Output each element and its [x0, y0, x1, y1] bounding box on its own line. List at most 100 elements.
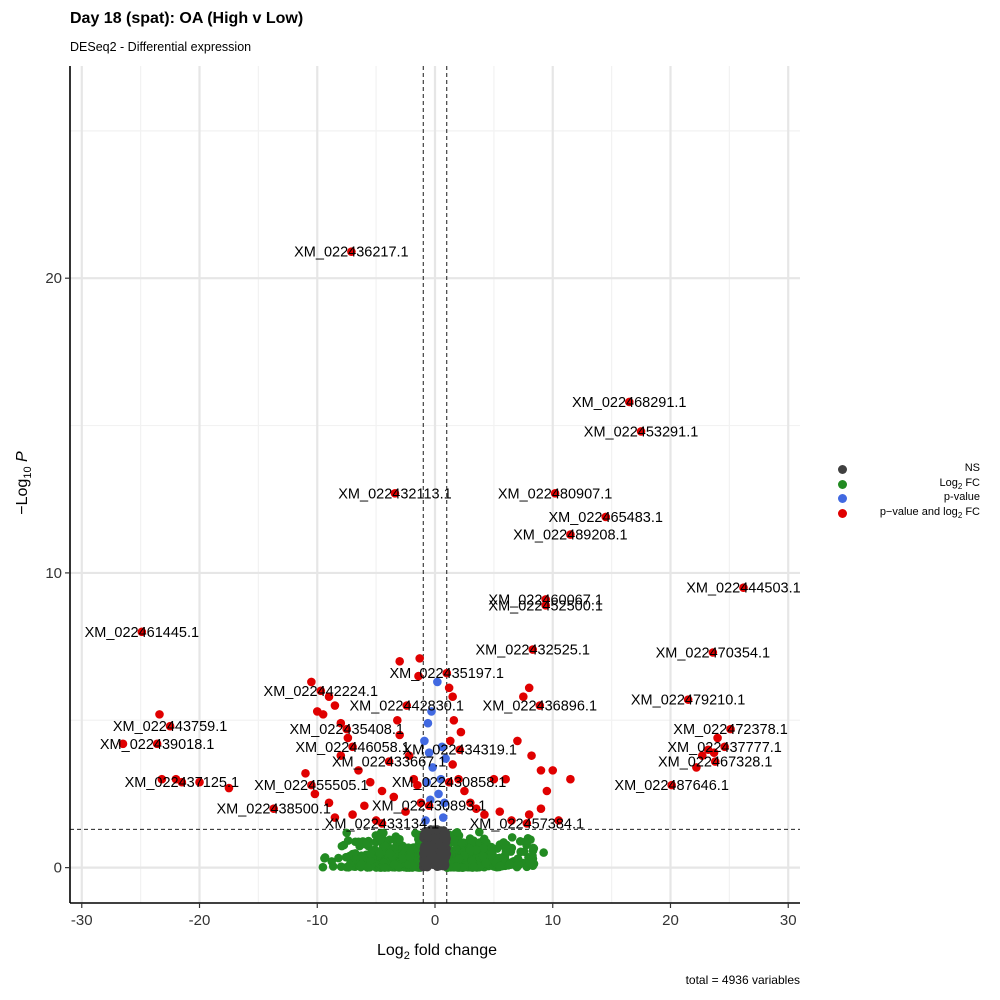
- point-log2fc: [471, 845, 481, 855]
- point-label: XM_022432113.1: [338, 486, 451, 502]
- point-log2fc: [337, 841, 347, 851]
- point-significant-labeled: [316, 686, 326, 696]
- point-significant: [415, 654, 424, 663]
- x-tick-label: 10: [544, 912, 561, 929]
- point-significant: [456, 727, 466, 737]
- point-log2fc: [507, 833, 517, 842]
- point-significant-labeled: [424, 801, 434, 811]
- x-tick-label: -30: [71, 912, 93, 929]
- point-label: XM_022436217.1: [294, 245, 409, 261]
- point-log2fc: [449, 835, 459, 844]
- point-label: XM_022472378.1: [673, 722, 788, 738]
- point-significant-labeled: [165, 721, 175, 731]
- point-pvalue: [423, 718, 433, 728]
- point-label: XM_022453291.1: [584, 424, 699, 440]
- point-significant-labeled: [720, 742, 729, 752]
- point-significant: [343, 733, 353, 743]
- point-log2fc: [395, 834, 404, 844]
- point-significant: [404, 751, 414, 760]
- point-significant: [536, 766, 546, 775]
- point-significant: [360, 801, 369, 811]
- point-log2fc: [525, 858, 535, 868]
- legend-label: p-value: [943, 491, 980, 503]
- point-significant-labeled: [739, 583, 748, 592]
- point-ns: [436, 842, 446, 851]
- point-label: XM_022434319.1: [402, 743, 517, 759]
- point-label: XM_022468291.1: [572, 395, 687, 411]
- point-significant: [301, 769, 310, 778]
- point-significant: [324, 692, 334, 701]
- point-log2fc: [334, 853, 343, 863]
- point-log2fc: [487, 849, 497, 859]
- point-significant: [446, 736, 455, 746]
- point-significant-labeled: [347, 247, 356, 256]
- x-tick-label: 30: [780, 912, 797, 929]
- point-pvalue: [441, 754, 450, 763]
- point-pvalue: [438, 813, 448, 822]
- point-significant-labeled: [377, 819, 387, 828]
- point-significant-labeled: [522, 819, 532, 828]
- x-tick-label: 20: [662, 912, 679, 929]
- y-tick-label: 0: [54, 860, 62, 877]
- legend-item: p-value: [835, 491, 980, 506]
- point-significant: [460, 786, 469, 796]
- y-axis-label: −Log10 P: [14, 451, 34, 515]
- point-ns: [421, 842, 430, 852]
- x-tick-label: -10: [306, 912, 328, 929]
- point-log2fc: [366, 849, 375, 858]
- point-log2fc: [328, 862, 338, 871]
- point-significant-labeled: [708, 648, 718, 657]
- point-significant-labeled: [307, 780, 316, 790]
- grid: [70, 66, 800, 903]
- point-log2fc: [487, 842, 496, 852]
- legend-swatch: [838, 508, 847, 518]
- point-significant: [195, 777, 204, 787]
- point-log2fc: [501, 846, 511, 856]
- legend-label: Log2 FC: [939, 476, 980, 491]
- point-significant: [393, 715, 402, 725]
- point-significant: [454, 774, 463, 784]
- point-pvalue: [436, 774, 446, 784]
- legend: NS Log2 FC p-value p−value and log2 FC: [835, 462, 980, 520]
- point-significant: [312, 707, 322, 716]
- point-significant: [536, 804, 546, 813]
- point-log2fc: [457, 838, 467, 847]
- chart-caption: total = 4936 variables: [685, 973, 800, 987]
- point-label: XM_022467328.1: [658, 755, 773, 771]
- point-log2fc: [469, 862, 479, 872]
- point-ns: [424, 833, 434, 842]
- point-significant: [519, 692, 528, 701]
- point-significant: [330, 813, 340, 822]
- point-label: XM_022470354.1: [656, 645, 771, 661]
- x-tick-label: 0: [431, 912, 439, 929]
- point-significant: [307, 677, 316, 687]
- point-log2fc: [341, 852, 351, 862]
- point-significant: [413, 780, 422, 790]
- point-ns: [428, 842, 438, 852]
- point-log2fc: [389, 860, 399, 869]
- legend-swatch: [838, 479, 847, 489]
- point-significant-labeled: [442, 668, 452, 678]
- point-log2fc: [380, 863, 390, 872]
- point-label: XM_022452500.1: [488, 598, 603, 614]
- point-label: XM_022479210.1: [631, 693, 746, 709]
- point-significant: [466, 798, 475, 808]
- chart-subtitle: DESeq2 - Differential expression: [70, 40, 252, 54]
- point-label: XM_022432525.1: [475, 643, 590, 659]
- point-significant: [542, 786, 552, 796]
- point-significant: [348, 810, 357, 819]
- point-significant-labeled: [177, 777, 187, 787]
- point-label: XM_022435408.1: [289, 722, 404, 738]
- point-ns: [439, 861, 449, 870]
- point-log2fc: [454, 854, 464, 864]
- point-ns: [441, 831, 451, 841]
- point-significant-labeled: [541, 601, 550, 610]
- point-significant-labeled: [535, 701, 545, 710]
- axes: -30 -20 -10 0 10 20 30 0 10 20: [45, 66, 800, 929]
- point-significant-labeled: [566, 530, 575, 539]
- point-ns: [432, 825, 442, 834]
- point-log2fc: [398, 854, 408, 863]
- point-significant: [524, 683, 534, 693]
- point-log2fc: [342, 828, 351, 838]
- point-significant: [495, 807, 505, 816]
